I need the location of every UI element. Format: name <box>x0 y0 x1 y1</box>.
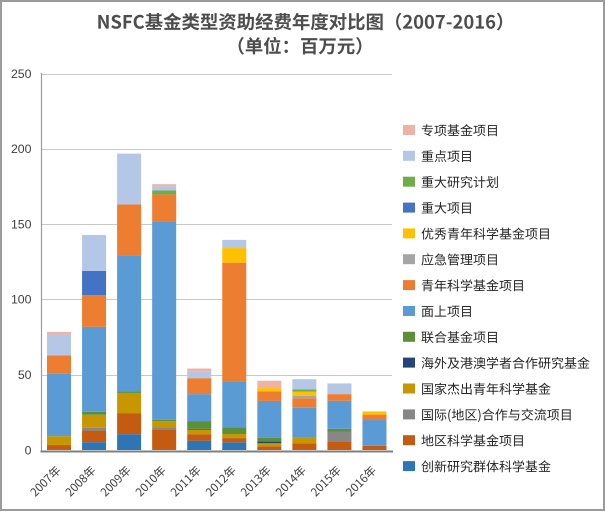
svg-text:250: 250 <box>11 67 32 81</box>
svg-text:0: 0 <box>25 443 32 457</box>
svg-text:200: 200 <box>11 142 32 156</box>
svg-text:50: 50 <box>18 368 32 382</box>
svg-text:150: 150 <box>11 217 32 231</box>
svg-text:100: 100 <box>11 293 32 307</box>
